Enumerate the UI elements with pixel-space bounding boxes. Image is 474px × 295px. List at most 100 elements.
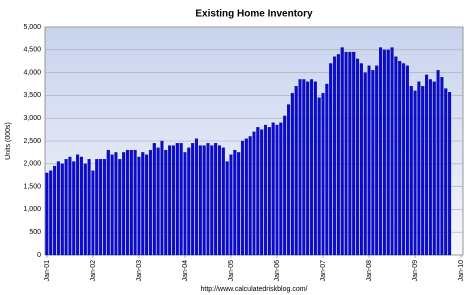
- bar: [340, 47, 344, 256]
- bar: [329, 63, 333, 256]
- bar: [171, 145, 175, 256]
- bar: [125, 149, 129, 256]
- y-tick-label: 500: [29, 229, 41, 236]
- bar: [298, 79, 302, 256]
- bar: [194, 138, 199, 256]
- bar: [313, 81, 317, 256]
- bar: [87, 159, 91, 256]
- x-tick-label: Jan-05: [228, 260, 235, 282]
- bar: [344, 51, 348, 256]
- x-tick-label: Jan-02: [90, 260, 97, 282]
- bar: [402, 63, 406, 256]
- bar: [336, 54, 340, 256]
- bar: [99, 159, 103, 256]
- bar: [379, 47, 383, 256]
- bar: [428, 79, 432, 256]
- bar: [72, 161, 76, 256]
- source: http://www.calculatedriskblog.com/: [201, 286, 308, 293]
- y-tick-label: 3,500: [23, 92, 41, 99]
- y-tick-label: 0: [37, 252, 41, 259]
- bar: [210, 145, 214, 256]
- bar: [375, 65, 379, 256]
- bar: [68, 156, 72, 256]
- bar: [110, 154, 114, 256]
- bar: [321, 92, 325, 256]
- bar: [168, 145, 172, 256]
- bar: [217, 145, 222, 256]
- bar: [432, 81, 436, 256]
- bar: [348, 51, 352, 256]
- bar: [102, 159, 106, 256]
- bar: [413, 90, 417, 256]
- bar: [279, 122, 283, 256]
- bar: [95, 159, 99, 256]
- bar: [390, 47, 394, 256]
- bar: [294, 86, 298, 256]
- bar: [267, 127, 271, 256]
- bar: [83, 163, 87, 256]
- bar: [244, 138, 248, 256]
- bar: [302, 79, 306, 256]
- bar: [152, 143, 156, 256]
- bar: [56, 161, 60, 256]
- bar: [283, 115, 287, 256]
- x-tick-label: Jan-10: [458, 260, 465, 282]
- bar: [398, 61, 402, 256]
- bar: [394, 56, 398, 256]
- y-tick-label: 3,000: [23, 115, 41, 122]
- bar: [137, 156, 141, 256]
- bar: [114, 152, 118, 256]
- bar: [409, 86, 413, 256]
- bar: [248, 136, 252, 256]
- bar: [206, 143, 210, 256]
- bar: [371, 70, 375, 256]
- bar: [333, 56, 337, 256]
- bar: [148, 149, 152, 256]
- bar: [440, 77, 444, 256]
- bar: [356, 58, 360, 256]
- bar: [421, 86, 425, 256]
- bar: [275, 124, 279, 256]
- bar: [175, 143, 179, 256]
- bar: [164, 149, 168, 256]
- bar: [260, 129, 264, 256]
- bar: [352, 51, 356, 256]
- bar: [256, 127, 260, 256]
- bar: [386, 49, 390, 256]
- bar: [187, 147, 191, 256]
- bar: [367, 65, 371, 256]
- bar: [325, 83, 329, 256]
- bar: [156, 147, 160, 256]
- y-tick-label: 2,500: [23, 138, 41, 145]
- bar: [229, 154, 233, 256]
- x-tick-label: Jan-08: [366, 260, 373, 282]
- x-tick-label: Jan-06: [274, 260, 281, 282]
- bar: [45, 172, 49, 256]
- x-tick-label: Jan-04: [182, 260, 189, 282]
- bar: [417, 81, 421, 256]
- bar: [133, 149, 137, 256]
- bar: [221, 147, 225, 256]
- bar: [60, 163, 64, 256]
- bar: [363, 72, 367, 256]
- bar: [448, 92, 452, 256]
- bar: [49, 170, 53, 256]
- y-tick-label: 4,500: [23, 47, 41, 54]
- bar: [202, 145, 206, 256]
- bar: [179, 143, 183, 256]
- x-tick-label: Jan-03: [136, 260, 143, 282]
- bar: [271, 122, 275, 256]
- y-axis-label: Units (000s): [5, 122, 12, 160]
- bar: [91, 170, 95, 256]
- bar: [382, 49, 386, 256]
- bar: [106, 149, 110, 256]
- bar: [317, 97, 321, 256]
- bar: [145, 154, 149, 256]
- bar: [79, 156, 83, 256]
- bar: [444, 88, 448, 256]
- bar: [233, 149, 237, 256]
- bar: [425, 74, 429, 256]
- bar: [237, 152, 241, 256]
- bar: [405, 65, 409, 256]
